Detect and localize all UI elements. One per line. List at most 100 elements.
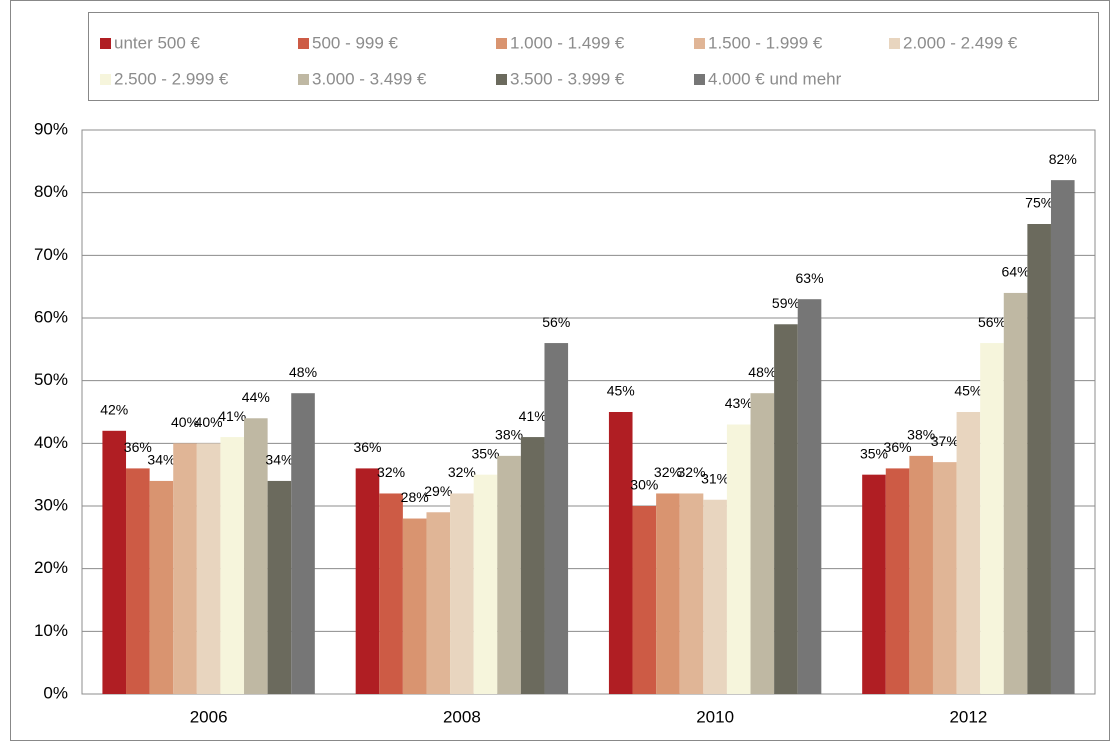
data-label: 41% bbox=[519, 408, 547, 424]
data-label: 43% bbox=[725, 395, 753, 411]
bar bbox=[173, 443, 197, 694]
bar bbox=[1003, 292, 1028, 694]
legend-swatch bbox=[298, 38, 309, 49]
data-label: 59% bbox=[772, 295, 800, 311]
legend-label: 2.000 - 2.499 € bbox=[903, 33, 1018, 52]
bar bbox=[497, 455, 521, 694]
data-label: 28% bbox=[401, 489, 429, 505]
data-label: 36% bbox=[124, 439, 152, 455]
data-label: 38% bbox=[907, 427, 935, 443]
y-tick-label: 10% bbox=[34, 621, 68, 640]
bar bbox=[544, 343, 569, 694]
data-label: 35% bbox=[471, 445, 499, 461]
data-label: 31% bbox=[701, 470, 729, 486]
legend-swatch bbox=[496, 74, 507, 85]
bar bbox=[196, 443, 221, 694]
data-label: 41% bbox=[218, 408, 246, 424]
legend-label: 500 - 999 € bbox=[312, 33, 399, 52]
y-tick-label: 70% bbox=[34, 245, 68, 264]
legend-swatch bbox=[496, 38, 507, 49]
bar bbox=[862, 474, 886, 694]
y-tick-label: 30% bbox=[34, 495, 68, 514]
bar bbox=[608, 412, 633, 694]
data-label: 63% bbox=[796, 270, 824, 286]
data-label: 40% bbox=[195, 414, 223, 430]
bar bbox=[379, 493, 403, 694]
data-label: 64% bbox=[1002, 264, 1030, 280]
data-label: 44% bbox=[242, 389, 270, 405]
legend-label: 2.500 - 2.999 € bbox=[114, 69, 229, 88]
legend-label: unter 500 € bbox=[114, 33, 201, 52]
bar bbox=[703, 499, 727, 694]
bar bbox=[679, 493, 704, 694]
bar bbox=[149, 480, 174, 694]
bar bbox=[885, 468, 910, 694]
bar bbox=[656, 493, 680, 694]
y-tick-label: 90% bbox=[34, 119, 68, 138]
data-label: 32% bbox=[377, 464, 405, 480]
data-label: 34% bbox=[147, 452, 175, 468]
data-label: 56% bbox=[542, 314, 570, 330]
bar bbox=[1027, 224, 1051, 694]
legend-label: 3.000 - 3.499 € bbox=[312, 69, 427, 88]
bar bbox=[1050, 180, 1075, 695]
bar bbox=[473, 474, 498, 694]
y-tick-label: 60% bbox=[34, 307, 68, 326]
data-label: 45% bbox=[954, 383, 982, 399]
data-label: 82% bbox=[1049, 151, 1077, 167]
data-label: 32% bbox=[448, 464, 476, 480]
legend-swatch bbox=[100, 74, 111, 85]
data-label: 32% bbox=[654, 464, 682, 480]
legend-box bbox=[88, 12, 1099, 101]
bar bbox=[244, 418, 268, 694]
legend-label: 1.500 - 1.999 € bbox=[708, 33, 823, 52]
bar bbox=[726, 424, 751, 694]
bar bbox=[797, 299, 822, 694]
bar bbox=[774, 324, 798, 694]
data-label: 36% bbox=[884, 439, 912, 455]
bar bbox=[520, 437, 545, 694]
x-tick-label: 2010 bbox=[696, 707, 734, 726]
data-label: 38% bbox=[495, 427, 523, 443]
bar bbox=[126, 468, 150, 694]
data-label: 35% bbox=[860, 445, 888, 461]
data-label: 40% bbox=[171, 414, 199, 430]
bar bbox=[102, 430, 127, 694]
y-tick-label: 40% bbox=[34, 433, 68, 452]
data-label: 36% bbox=[353, 439, 381, 455]
plot-frame bbox=[81, 129, 1096, 695]
data-label: 48% bbox=[748, 364, 776, 380]
data-label: 34% bbox=[265, 452, 293, 468]
bar bbox=[355, 468, 380, 694]
data-label: 48% bbox=[289, 364, 317, 380]
legend-swatch bbox=[100, 38, 111, 49]
x-tick-label: 2012 bbox=[949, 707, 987, 726]
legend-swatch bbox=[694, 74, 705, 85]
x-tick-label: 2008 bbox=[443, 707, 481, 726]
data-label: 56% bbox=[978, 314, 1006, 330]
legend-swatch bbox=[889, 38, 900, 49]
x-tick-label: 2006 bbox=[190, 707, 228, 726]
bar bbox=[632, 506, 657, 694]
bar bbox=[980, 343, 1004, 694]
bar bbox=[450, 493, 474, 694]
legend-label: 3.500 - 3.999 € bbox=[510, 69, 625, 88]
y-tick-label: 0% bbox=[43, 683, 68, 702]
legend-swatch bbox=[298, 74, 309, 85]
data-label: 75% bbox=[1025, 195, 1053, 211]
data-label: 32% bbox=[678, 464, 706, 480]
data-label: 45% bbox=[607, 383, 635, 399]
legend-label: 4.000 € und mehr bbox=[708, 69, 842, 88]
data-label: 30% bbox=[630, 477, 658, 493]
bar bbox=[291, 393, 315, 694]
bar bbox=[220, 437, 245, 694]
bar bbox=[932, 462, 957, 694]
data-label: 29% bbox=[424, 483, 452, 499]
legend-swatch bbox=[694, 38, 705, 49]
y-tick-label: 80% bbox=[34, 182, 68, 201]
bar bbox=[956, 412, 981, 694]
y-tick-label: 20% bbox=[34, 558, 68, 577]
bar bbox=[750, 393, 775, 694]
data-label: 37% bbox=[931, 433, 959, 449]
